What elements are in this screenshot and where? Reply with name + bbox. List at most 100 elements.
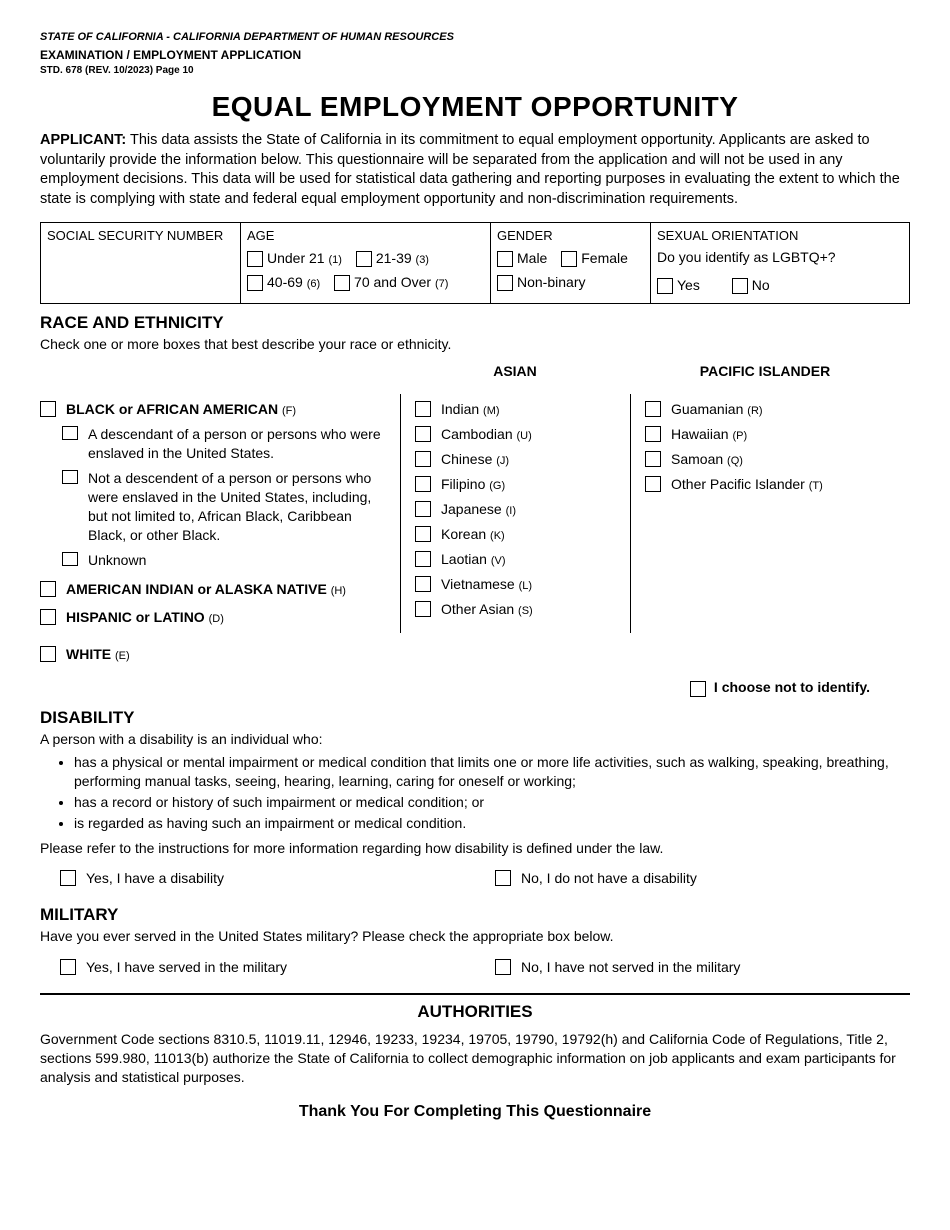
disability-no-checkbox[interactable] [495, 870, 511, 886]
military-no-checkbox[interactable] [495, 959, 511, 975]
black-sub-2: Unknown [88, 551, 146, 570]
asian-8-label: Other Asian [441, 601, 514, 617]
pi-0-checkbox[interactable] [645, 401, 661, 417]
pi-column: Guamanian (R)Hawaiian (P)Samoan (Q)Other… [630, 394, 900, 633]
gender-opt-2: Non-binary [517, 274, 585, 290]
white-checkbox[interactable] [40, 646, 56, 662]
black-not-descendant-checkbox[interactable] [62, 470, 78, 484]
hispanic-checkbox[interactable] [40, 609, 56, 625]
asian-4-label: Japanese [441, 501, 502, 517]
asian-6-code: (V) [491, 555, 506, 567]
not-identify-checkbox[interactable] [690, 681, 706, 697]
header-form-title: EXAMINATION / EMPLOYMENT APPLICATION [40, 47, 910, 63]
authorities-text: Government Code sections 8310.5, 11019.1… [40, 1030, 910, 1087]
asian-4-code: (I) [506, 505, 516, 517]
black-descendant-checkbox[interactable] [62, 426, 78, 440]
thanks-text: Thank You For Completing This Questionna… [40, 1101, 910, 1123]
age-opt-1: 21-39 [376, 250, 412, 266]
disability-bullet-2: is regarded as having such an impairment… [74, 814, 910, 833]
military-title: MILITARY [40, 904, 910, 927]
age-code-3: (7) [435, 278, 448, 290]
gender-male-checkbox[interactable] [497, 251, 513, 267]
asian-0-checkbox[interactable] [415, 401, 431, 417]
asian-2-checkbox[interactable] [415, 451, 431, 467]
white-label: WHITE [66, 646, 111, 662]
disability-bullet-1: has a record or history of such impairme… [74, 793, 910, 812]
disability-bullets: has a physical or mental impairment or m… [74, 753, 910, 833]
race-section-title: RACE AND ETHNICITY [40, 312, 910, 335]
gender-nonbinary-checkbox[interactable] [497, 275, 513, 291]
asian-column: Indian (M)Cambodian (U)Chinese (J)Filipi… [400, 394, 630, 633]
asian-1-code: (U) [517, 430, 532, 442]
race-grid: BLACK or AFRICAN AMERICAN (F) A descenda… [40, 394, 910, 633]
disability-lead: A person with a disability is an individ… [40, 730, 910, 749]
lgbtq-no-checkbox[interactable] [732, 278, 748, 294]
asian-8-code: (S) [518, 605, 533, 617]
gender-label: GENDER [497, 227, 644, 245]
asian-1-label: Cambodian [441, 426, 513, 442]
gender-opt-0: Male [517, 250, 547, 266]
pi-3-checkbox[interactable] [645, 476, 661, 492]
asian-7-code: (L) [519, 580, 532, 592]
pi-1-label: Hawaiian [671, 426, 729, 442]
orient-opt-1: No [752, 277, 770, 293]
asian-5-label: Korean [441, 526, 486, 542]
authorities-title: AUTHORITIES [40, 1001, 910, 1024]
military-yes-checkbox[interactable] [60, 959, 76, 975]
age-code-0: (1) [328, 254, 341, 266]
pi-2-code: (Q) [727, 455, 743, 467]
asian-6-checkbox[interactable] [415, 551, 431, 567]
orientation-label: SEXUAL ORIENTATION [657, 227, 903, 245]
military-question: Have you ever served in the United State… [40, 927, 910, 946]
age-21-39-checkbox[interactable] [356, 251, 372, 267]
disability-title: DISABILITY [40, 707, 910, 730]
pi-column-head: PACIFIC ISLANDER [630, 362, 900, 381]
asian-5-code: (K) [490, 530, 505, 542]
black-unknown-checkbox[interactable] [62, 552, 78, 566]
orientation-question: Do you identify as LGBTQ+? [657, 248, 903, 267]
intro-text: This data assists the State of Californi… [40, 132, 900, 207]
age-under21-checkbox[interactable] [247, 251, 263, 267]
pi-1-code: (P) [732, 430, 747, 442]
disability-bullet-0: has a physical or mental impairment or m… [74, 753, 910, 791]
asian-3-code: (G) [489, 480, 505, 492]
asian-column-head: ASIAN [400, 362, 630, 381]
black-checkbox[interactable] [40, 401, 56, 417]
page-title: EQUAL EMPLOYMENT OPPORTUNITY [40, 88, 910, 126]
disability-note: Please refer to the instructions for mor… [40, 839, 910, 858]
black-sub-1: Not a descendent of a person or persons … [88, 469, 386, 545]
white-code: (E) [115, 650, 130, 662]
hispanic-label: HISPANIC or LATINO [66, 609, 205, 625]
asian-7-label: Vietnamese [441, 576, 515, 592]
pi-3-code: (T) [809, 480, 823, 492]
disability-yes-checkbox[interactable] [60, 870, 76, 886]
aian-code: (H) [331, 585, 346, 597]
asian-2-label: Chinese [441, 451, 492, 467]
age-opt-2: 40-69 [267, 274, 303, 290]
asian-8-checkbox[interactable] [415, 601, 431, 617]
age-opt-0: Under 21 [267, 250, 325, 266]
military-yes-label: Yes, I have served in the military [86, 958, 287, 977]
age-code-2: (6) [307, 278, 320, 290]
asian-7-checkbox[interactable] [415, 576, 431, 592]
orient-opt-0: Yes [677, 277, 700, 293]
pi-2-checkbox[interactable] [645, 451, 661, 467]
asian-5-checkbox[interactable] [415, 526, 431, 542]
asian-0-label: Indian [441, 401, 479, 417]
asian-1-checkbox[interactable] [415, 426, 431, 442]
black-sub-0: A descendant of a person or persons who … [88, 425, 386, 463]
asian-3-checkbox[interactable] [415, 476, 431, 492]
age-opt-3: 70 and Over [354, 274, 431, 290]
pi-1-checkbox[interactable] [645, 426, 661, 442]
intro-paragraph: APPLICANT: This data assists the State o… [40, 131, 910, 209]
asian-3-label: Filipino [441, 476, 485, 492]
age-70plus-checkbox[interactable] [334, 275, 350, 291]
lgbtq-yes-checkbox[interactable] [657, 278, 673, 294]
asian-6-label: Laotian [441, 551, 487, 567]
aian-label: AMERICAN INDIAN or ALASKA NATIVE [66, 581, 327, 597]
gender-female-checkbox[interactable] [561, 251, 577, 267]
age-40-69-checkbox[interactable] [247, 275, 263, 291]
not-identify-label: I choose not to identify. [714, 679, 870, 695]
aian-checkbox[interactable] [40, 581, 56, 597]
asian-4-checkbox[interactable] [415, 501, 431, 517]
